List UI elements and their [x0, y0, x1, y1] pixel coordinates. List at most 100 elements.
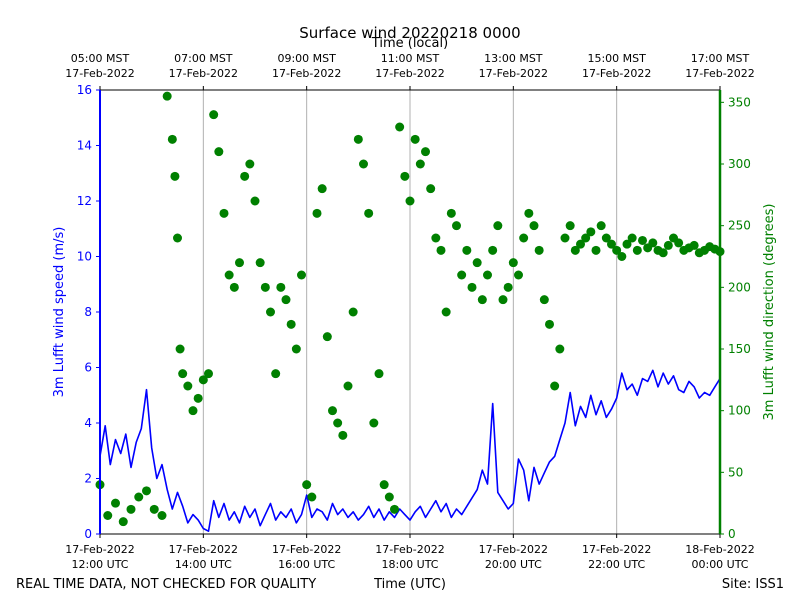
direction-point — [617, 252, 627, 261]
chart-title: Surface wind 20220218 0000 — [299, 24, 520, 42]
direction-point — [576, 239, 585, 249]
wind-speed-series — [99, 369, 721, 533]
direction-point — [118, 517, 128, 527]
y-right-tick-label: 50 — [728, 465, 743, 479]
top-tick-label-date: 17-Feb-2022 — [582, 67, 651, 80]
direction-point — [328, 406, 337, 416]
x-tick-label-date: 17-Feb-2022 — [375, 543, 444, 556]
site-label: Site: ISS1 — [722, 577, 784, 592]
direction-point — [193, 393, 203, 403]
y-left-tick-label: 16 — [77, 83, 92, 97]
direction-point — [441, 307, 451, 317]
top-tick-label-date: 17-Feb-2022 — [65, 67, 134, 80]
direction-point — [483, 270, 492, 280]
direction-point — [266, 307, 275, 317]
direction-point — [539, 295, 549, 305]
direction-point — [170, 171, 180, 181]
top-tick-label-time: 07:00 MST — [174, 52, 233, 65]
x-tick-label-date: 17-Feb-2022 — [479, 543, 548, 556]
direction-point — [384, 492, 394, 502]
direction-point — [338, 430, 348, 440]
direction-point — [503, 282, 513, 292]
x-tick-label-time: 14:00 UTC — [175, 558, 232, 571]
direction-point — [157, 511, 167, 520]
direction-point — [343, 381, 353, 391]
direction-point — [674, 238, 684, 248]
y-right-tick-label: 250 — [728, 219, 751, 233]
direction-point — [297, 270, 306, 280]
direction-point — [586, 227, 596, 237]
direction-point — [426, 184, 436, 194]
direction-point — [281, 295, 291, 305]
direction-point — [431, 233, 441, 243]
x-tick-label-time: 12:00 UTC — [71, 558, 128, 571]
direction-point — [596, 221, 606, 231]
direction-point — [648, 238, 658, 248]
y-left-tick-label: 12 — [77, 194, 92, 208]
direction-point — [529, 221, 539, 231]
direction-point — [149, 504, 159, 514]
top-tick-label-date: 17-Feb-2022 — [169, 67, 238, 80]
direction-point — [534, 245, 544, 255]
y-left-tick-label: 8 — [84, 305, 92, 319]
x-tick-label-date: 17-Feb-2022 — [169, 543, 238, 556]
direction-point — [498, 295, 508, 305]
direction-point — [632, 245, 642, 255]
direction-point — [198, 375, 208, 385]
x-tick-label-date: 18-Feb-2022 — [685, 543, 754, 556]
direction-point — [255, 258, 265, 268]
direction-point — [178, 369, 188, 379]
direction-point — [581, 233, 591, 243]
direction-point — [175, 344, 185, 354]
direction-point — [291, 344, 301, 354]
direction-point — [126, 504, 136, 514]
axes: 17-Feb-2022 12:00 UTC 17-Feb-2022 14:00 UTC… — [65, 52, 754, 571]
x-tick-label-date: 17-Feb-2022 — [272, 543, 341, 556]
direction-point — [134, 492, 144, 502]
y-right-tick-label: 150 — [728, 342, 751, 356]
direction-point — [219, 208, 229, 218]
direction-point — [312, 208, 322, 218]
y-left-tick-label: 6 — [84, 361, 92, 375]
top-tick-label-time: 09:00 MST — [277, 52, 336, 65]
top-tick-label-time: 15:00 MST — [587, 52, 646, 65]
direction-point — [188, 406, 198, 416]
direction-point — [111, 498, 120, 508]
top-tick-label-time: 13:00 MST — [484, 52, 543, 65]
x-tick-label-time: 22:00 UTC — [588, 558, 645, 571]
top-tick-label-time: 17:00 MST — [691, 52, 750, 65]
direction-point — [250, 196, 260, 206]
direction-point — [353, 134, 363, 144]
y-left-tick-label: 0 — [84, 527, 92, 541]
direction-point — [488, 245, 498, 255]
direction-point — [317, 184, 327, 194]
direction-point — [570, 245, 580, 255]
direction-point — [524, 208, 534, 218]
direction-point — [555, 344, 565, 354]
direction-point — [462, 245, 472, 255]
direction-point — [446, 208, 456, 218]
y-right-tick-label: 100 — [728, 404, 751, 418]
direction-point — [519, 233, 529, 243]
top-tick-label-date: 17-Feb-2022 — [479, 67, 548, 80]
direction-point — [142, 486, 151, 496]
y-right-tick-label: 200 — [728, 280, 751, 294]
top-axis-label: Time (local) — [371, 36, 448, 51]
x-axis-label: Time (UTC) — [373, 577, 446, 592]
direction-point — [379, 480, 389, 490]
direction-point — [415, 159, 425, 169]
grid-lines — [99, 90, 721, 534]
direction-point — [235, 258, 244, 268]
direction-point — [183, 381, 193, 391]
direction-point — [167, 134, 177, 144]
direction-point — [612, 245, 622, 255]
direction-point — [689, 240, 699, 250]
direction-point — [601, 233, 611, 243]
direction-point — [565, 221, 575, 231]
direction-point — [638, 235, 647, 245]
direction-point — [658, 248, 668, 258]
direction-point — [224, 270, 234, 280]
direction-point — [286, 319, 296, 329]
x-tick-label-date: 17-Feb-2022 — [582, 543, 651, 556]
